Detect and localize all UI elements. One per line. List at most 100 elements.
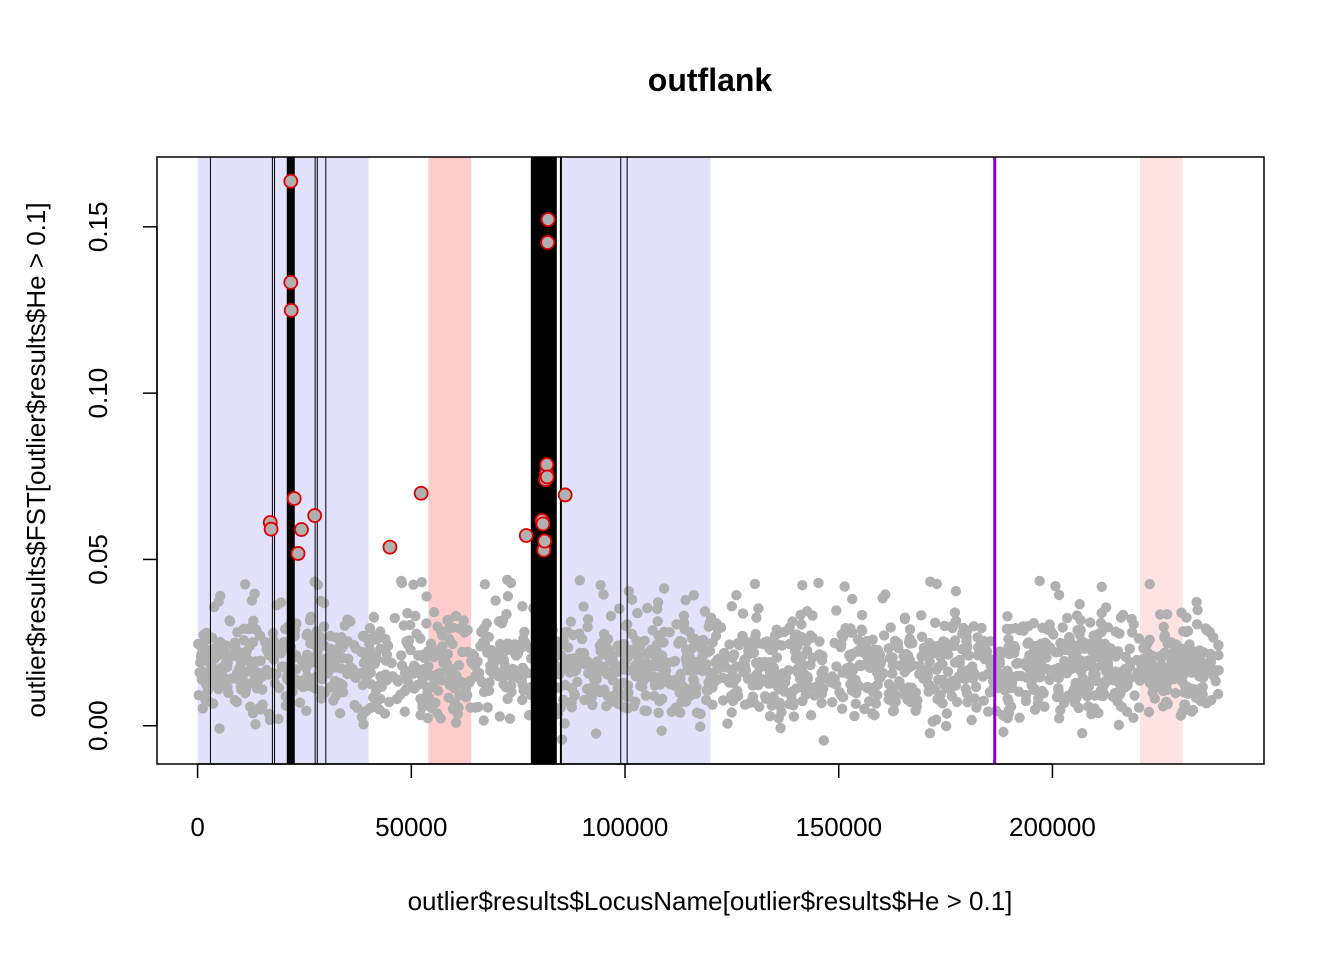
y-tick-label: 0.10	[83, 368, 113, 419]
bg-point	[700, 661, 712, 672]
bg-point	[436, 626, 447, 637]
bg-point	[1062, 612, 1073, 624]
bg-point	[613, 698, 624, 710]
bg-point	[598, 661, 609, 673]
bg-point	[1032, 697, 1044, 709]
bg-point	[622, 651, 634, 663]
bg-point	[1087, 646, 1098, 658]
bg-point	[1054, 646, 1065, 658]
bg-point	[1180, 626, 1192, 638]
bg-point	[739, 660, 751, 671]
bg-point	[946, 676, 958, 687]
bg-point	[1095, 617, 1107, 629]
bg-point	[807, 610, 818, 621]
bg-point	[1001, 623, 1013, 635]
bg-point	[598, 628, 610, 640]
bg-point	[969, 668, 980, 679]
bg-point	[759, 660, 770, 671]
bg-point	[506, 680, 517, 691]
bg-point	[887, 668, 898, 679]
bg-point	[651, 672, 662, 683]
bg-point	[1147, 687, 1158, 698]
bg-point	[969, 693, 980, 704]
bg-point	[380, 655, 392, 666]
bg-point	[1068, 650, 1079, 662]
bg-point	[1020, 672, 1032, 683]
bg-point	[764, 667, 776, 678]
bg-point	[1144, 578, 1156, 590]
bg-point	[453, 660, 465, 671]
bg-point	[692, 664, 703, 675]
bg-point	[399, 706, 410, 717]
bg-point	[717, 695, 729, 706]
bg-point	[227, 650, 238, 661]
bg-point	[460, 684, 471, 695]
bg-point	[704, 617, 715, 629]
bg-point	[632, 607, 643, 619]
bg-point	[276, 661, 287, 672]
bg-point	[1078, 638, 1090, 649]
bg-point	[1013, 686, 1025, 697]
bg-point	[375, 626, 386, 637]
bg-point	[688, 674, 699, 685]
bg-point	[751, 612, 762, 623]
bg-point	[612, 683, 623, 694]
bg-point	[726, 707, 737, 718]
bg-point	[1095, 646, 1107, 658]
outlier-point-9	[382, 539, 398, 555]
bg-point	[867, 634, 878, 645]
bg-point	[476, 677, 488, 688]
bg-point	[873, 672, 885, 683]
bg-point	[1212, 688, 1224, 700]
bg-point	[462, 646, 474, 658]
bg-point	[1176, 607, 1187, 618]
bg-point	[1064, 632, 1075, 643]
bg-point	[1181, 664, 1192, 675]
bg-point	[564, 653, 576, 665]
bg-point	[416, 577, 427, 588]
bg-point	[1190, 657, 1202, 669]
bg-point	[1175, 710, 1187, 721]
bg-point	[614, 646, 626, 658]
bg-point	[904, 686, 916, 698]
bg-point	[814, 649, 825, 660]
x-axis-label: outlier$results$LocusName[outlier$result…	[408, 886, 1013, 916]
bg-point	[787, 696, 798, 707]
bg-point	[801, 636, 812, 647]
bg-point	[1034, 672, 1046, 683]
bg-point	[313, 655, 324, 667]
bg-point	[1147, 650, 1158, 662]
bg-point	[448, 681, 459, 693]
bg-point	[657, 693, 668, 705]
bg-point	[942, 666, 954, 677]
bg-point	[216, 677, 228, 688]
outlier-point-22	[557, 487, 573, 503]
bg-point	[697, 650, 708, 662]
bg-point	[716, 654, 728, 665]
bg-point	[352, 702, 363, 713]
x-axis: 0 50000 100000 150000 200000	[190, 763, 1096, 842]
bg-point	[707, 637, 718, 648]
outlier-point-19	[539, 469, 555, 485]
bg-point	[1184, 644, 1195, 656]
bg-point	[622, 692, 633, 703]
bg-point	[205, 660, 217, 672]
bg-point	[1124, 643, 1136, 654]
bg-point	[490, 595, 501, 606]
bg-point	[818, 735, 829, 746]
bg-point	[653, 707, 664, 718]
bg-point	[249, 657, 260, 669]
bg-point	[1191, 619, 1203, 630]
bg-point	[618, 639, 630, 650]
bg-point	[1096, 581, 1107, 592]
bg-point	[970, 681, 982, 693]
bg-point	[1115, 701, 1127, 712]
bg-point	[695, 721, 706, 732]
bg-point	[231, 696, 242, 708]
bg-point	[800, 683, 812, 695]
bg-point	[1034, 653, 1046, 665]
outlier-point-5	[286, 491, 302, 506]
bg-point	[417, 674, 428, 686]
bg-point	[626, 594, 638, 605]
bg-point	[678, 620, 689, 632]
